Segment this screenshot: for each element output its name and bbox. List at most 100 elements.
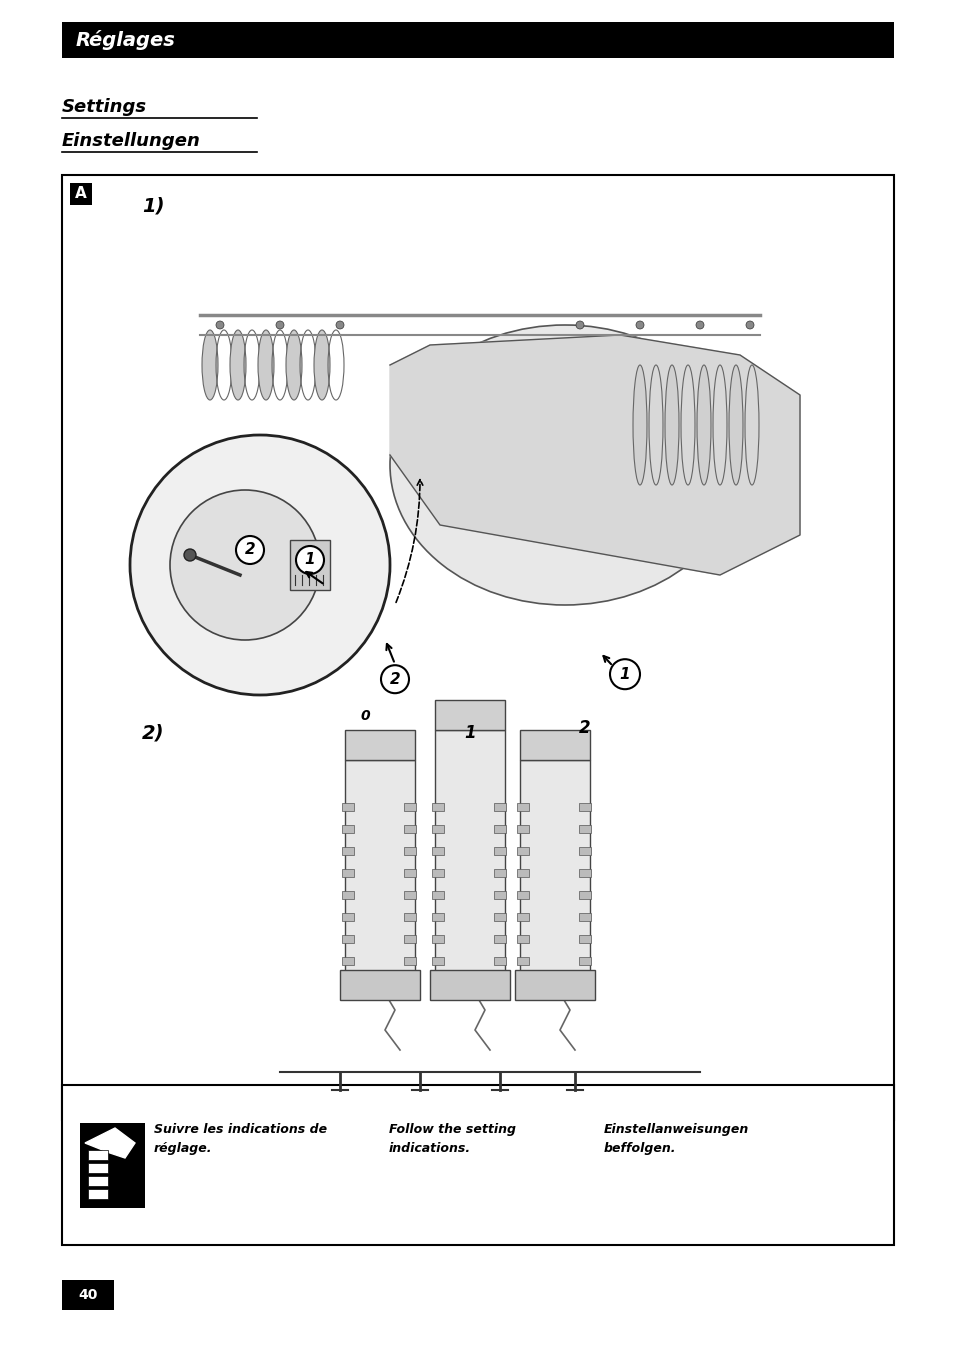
Bar — [62, 176, 893, 1120]
Ellipse shape — [697, 364, 710, 485]
Circle shape — [576, 321, 583, 329]
Circle shape — [130, 435, 390, 695]
Bar — [517, 913, 529, 921]
Bar — [341, 825, 354, 833]
Bar — [88, 1162, 108, 1173]
Bar — [578, 936, 590, 944]
Text: 1: 1 — [464, 724, 476, 742]
Bar — [432, 803, 443, 811]
Bar — [88, 1150, 108, 1160]
Bar — [432, 891, 443, 899]
Bar — [494, 913, 505, 921]
Bar — [341, 846, 354, 855]
Bar — [345, 760, 415, 980]
Bar — [494, 891, 505, 899]
Bar — [432, 846, 443, 855]
Text: A: A — [75, 186, 87, 201]
Circle shape — [295, 545, 324, 574]
Bar — [80, 1123, 145, 1208]
Bar — [578, 869, 590, 878]
Bar — [494, 846, 505, 855]
Bar — [403, 846, 416, 855]
Bar — [62, 1280, 113, 1310]
Circle shape — [609, 659, 639, 690]
Bar — [519, 760, 589, 980]
Bar — [578, 825, 590, 833]
Bar — [494, 957, 505, 965]
Bar — [290, 540, 330, 590]
Circle shape — [184, 549, 195, 562]
Ellipse shape — [202, 329, 218, 400]
Text: Settings: Settings — [62, 99, 147, 116]
Ellipse shape — [390, 325, 740, 605]
Ellipse shape — [633, 364, 646, 485]
Text: Einstellanweisungen
beffolgen.: Einstellanweisungen beffolgen. — [603, 1123, 748, 1156]
Bar — [578, 803, 590, 811]
Bar — [519, 730, 589, 760]
Circle shape — [170, 490, 319, 640]
Circle shape — [235, 536, 264, 564]
Bar — [517, 846, 529, 855]
Bar — [432, 913, 443, 921]
Bar — [517, 825, 529, 833]
Circle shape — [335, 321, 344, 329]
Bar — [88, 1176, 108, 1187]
Bar — [339, 971, 419, 1000]
Text: 1): 1) — [142, 197, 164, 216]
Bar — [494, 869, 505, 878]
Bar — [517, 803, 529, 811]
Bar — [345, 730, 415, 760]
Bar — [62, 1085, 893, 1245]
Bar — [578, 891, 590, 899]
Circle shape — [380, 666, 409, 693]
Bar — [403, 825, 416, 833]
Bar — [341, 957, 354, 965]
Text: Suivre les indications de
réglage.: Suivre les indications de réglage. — [153, 1123, 327, 1156]
Bar — [341, 891, 354, 899]
Bar — [88, 1189, 108, 1199]
Polygon shape — [85, 1129, 135, 1158]
Bar — [430, 971, 510, 1000]
Bar — [403, 891, 416, 899]
Bar — [435, 730, 504, 980]
Ellipse shape — [286, 329, 302, 400]
Bar — [70, 184, 91, 205]
Bar — [341, 803, 354, 811]
Bar — [403, 803, 416, 811]
Circle shape — [696, 321, 703, 329]
Bar — [517, 957, 529, 965]
Ellipse shape — [728, 364, 742, 485]
Bar — [62, 22, 893, 58]
Bar — [517, 891, 529, 899]
Bar — [578, 846, 590, 855]
Text: 40: 40 — [78, 1288, 97, 1301]
Bar — [494, 825, 505, 833]
Bar — [341, 936, 354, 944]
Bar — [494, 803, 505, 811]
Bar — [432, 957, 443, 965]
Bar — [403, 869, 416, 878]
Circle shape — [745, 321, 753, 329]
Text: 1: 1 — [304, 552, 315, 567]
Ellipse shape — [664, 364, 679, 485]
Bar — [517, 869, 529, 878]
Bar — [341, 913, 354, 921]
Ellipse shape — [230, 329, 246, 400]
Bar — [578, 913, 590, 921]
Bar — [432, 825, 443, 833]
Bar — [517, 936, 529, 944]
Text: Einstellungen: Einstellungen — [62, 132, 201, 150]
Bar — [432, 869, 443, 878]
Bar — [494, 936, 505, 944]
Ellipse shape — [314, 329, 330, 400]
Ellipse shape — [257, 329, 274, 400]
Text: 0: 0 — [360, 709, 370, 724]
Text: Réglages: Réglages — [76, 30, 175, 50]
Bar — [403, 936, 416, 944]
Circle shape — [215, 321, 224, 329]
Bar — [578, 957, 590, 965]
Circle shape — [275, 321, 284, 329]
Circle shape — [636, 321, 643, 329]
Bar — [403, 957, 416, 965]
Bar — [515, 971, 595, 1000]
